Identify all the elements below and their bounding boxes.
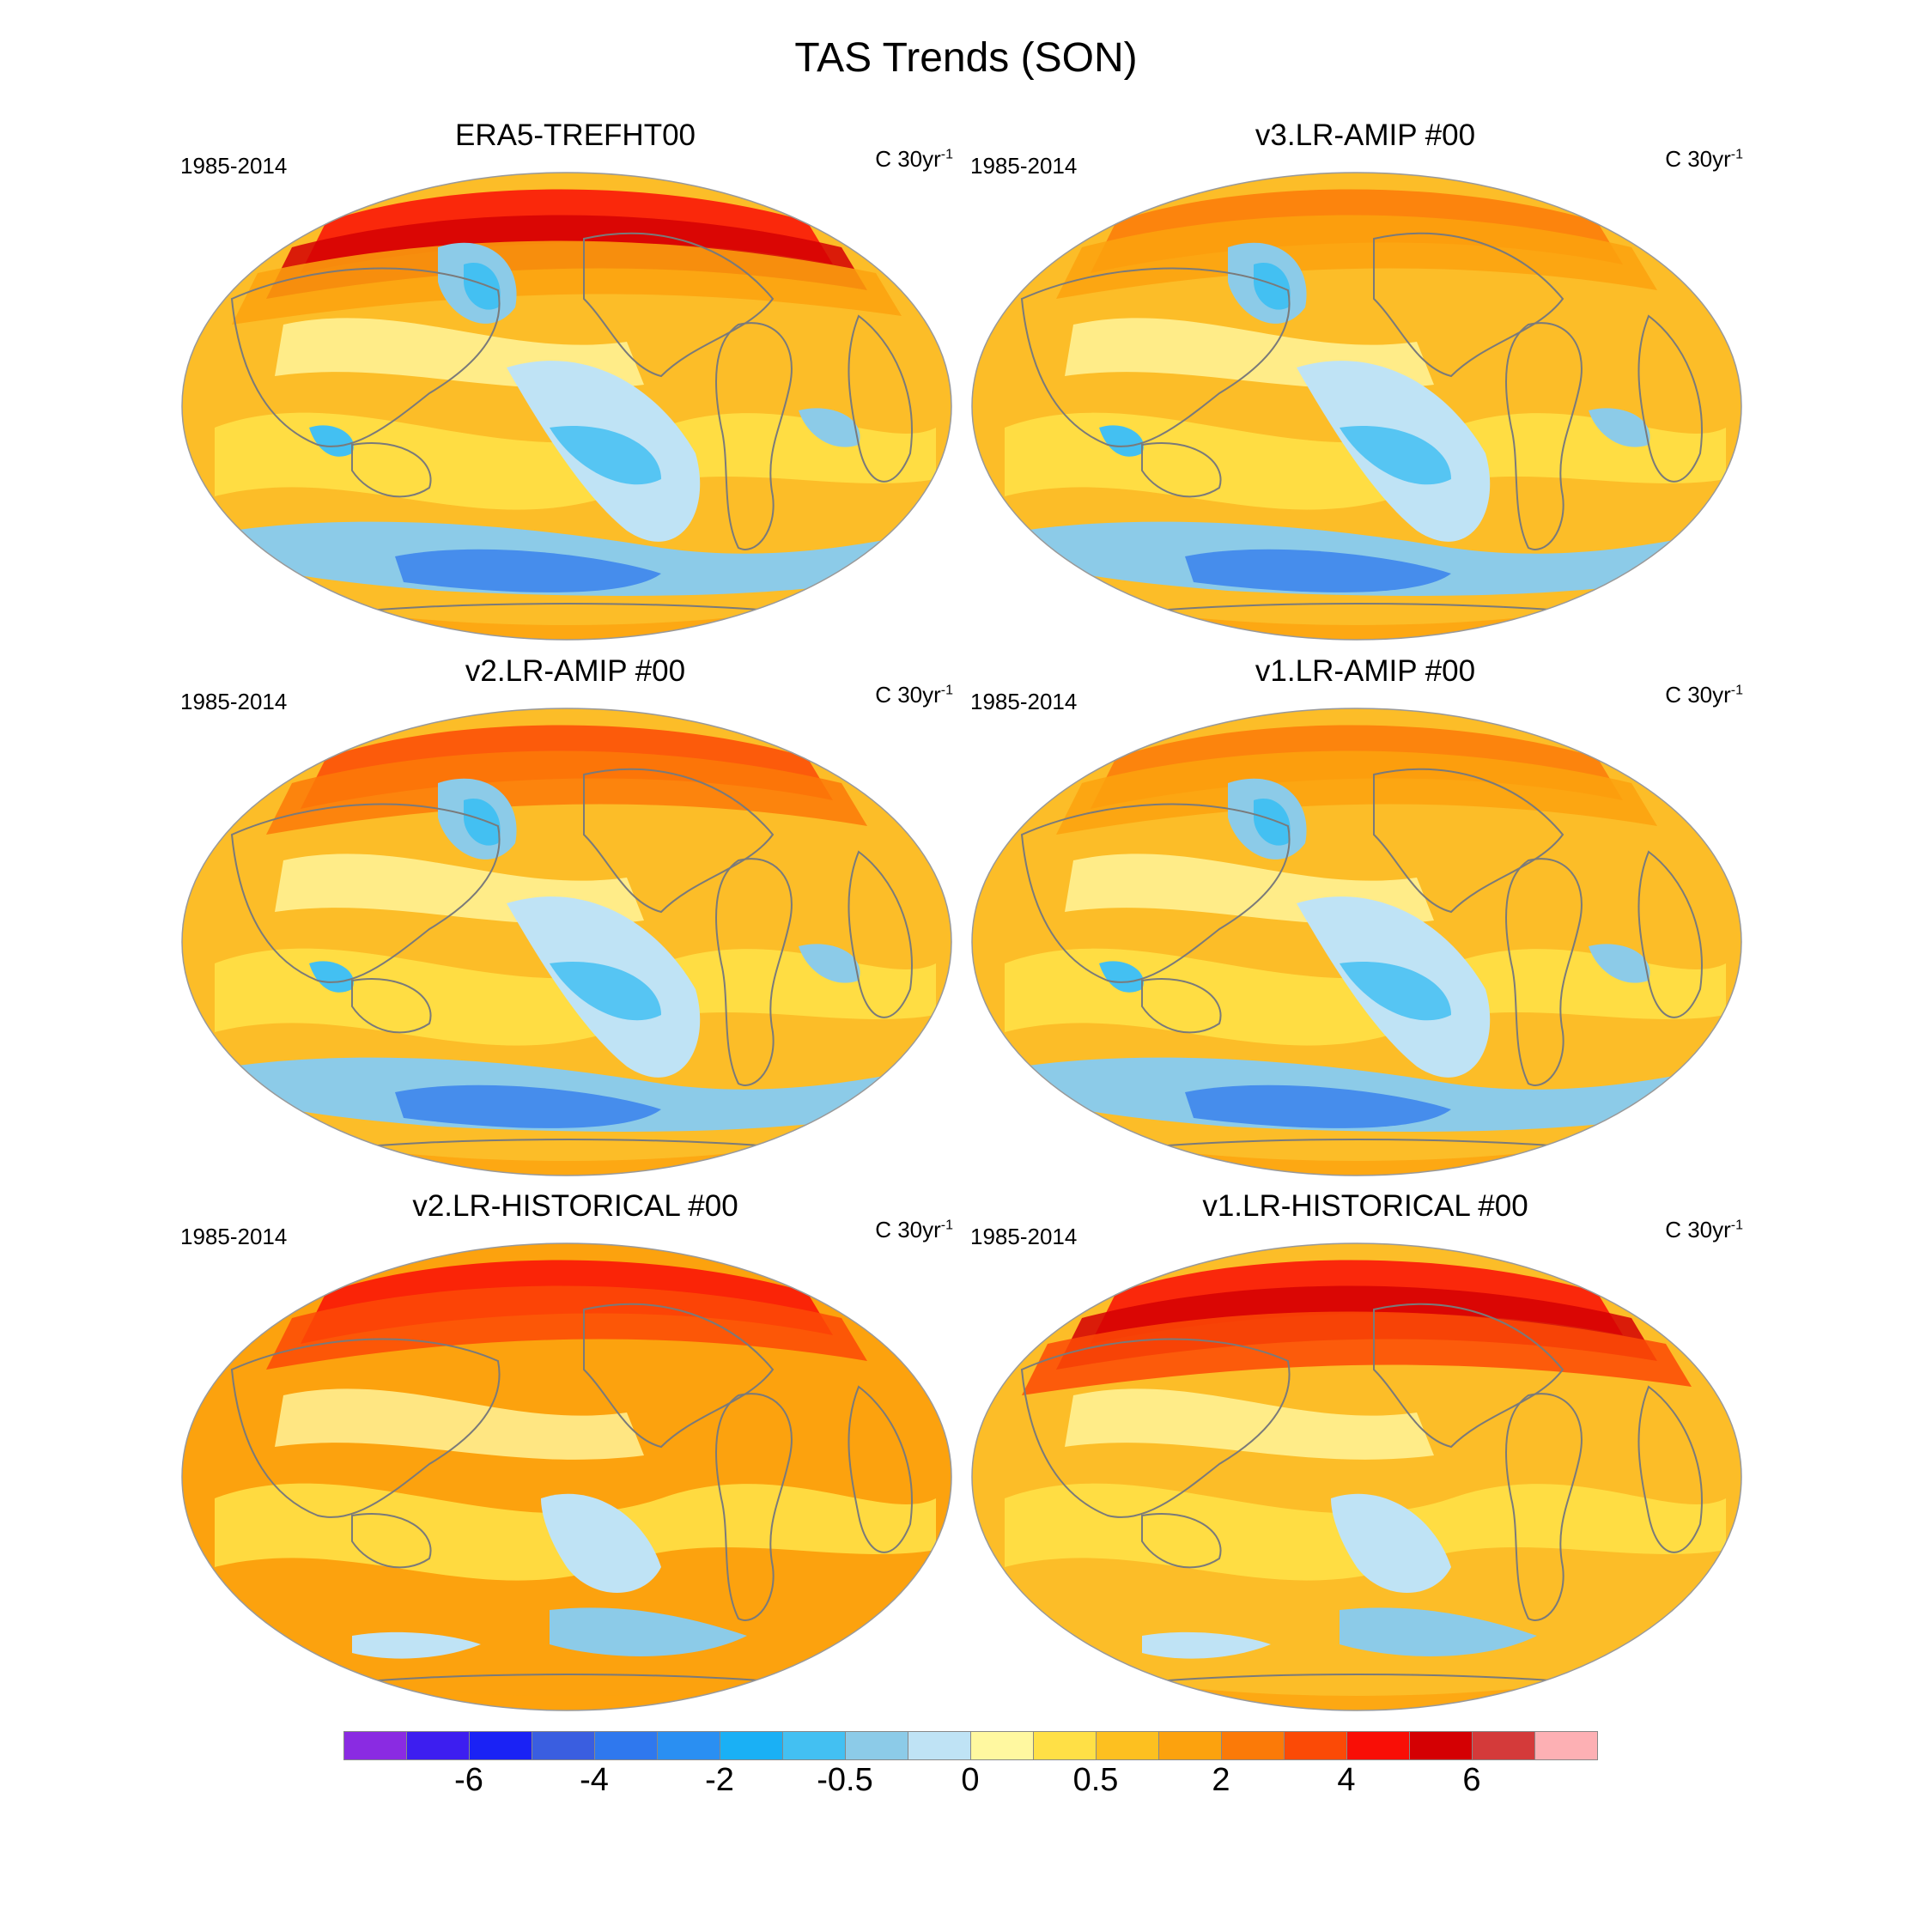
- map-panel: v3.LR-AMIP #00 1985-2014 C 30yr-1: [970, 118, 1760, 642]
- trend-map: [181, 172, 952, 641]
- colorbar-box: [1346, 1731, 1410, 1760]
- panel-period: 1985-2014: [970, 689, 1078, 714]
- colorbar-label: 2: [1212, 1762, 1230, 1798]
- colorbar-label: 4: [1337, 1762, 1356, 1798]
- colorbar-box: [1472, 1731, 1535, 1760]
- colorbar-label: 0: [961, 1762, 980, 1798]
- colorbar-label: -0.5: [817, 1762, 873, 1798]
- colorbar-label: -6: [454, 1762, 483, 1798]
- units-text: C 30yr: [1665, 146, 1731, 172]
- trend-map: [181, 708, 952, 1176]
- units-text: C 30yr: [1665, 1217, 1731, 1242]
- panel-title: v1.LR-AMIP #00: [1255, 654, 1476, 688]
- colorbar-box: [1158, 1731, 1222, 1760]
- units-exponent: -1: [1730, 683, 1743, 698]
- map-panel: v1.LR-AMIP #00 1985-2014 C 30yr-1: [970, 654, 1760, 1178]
- colorbar-box: [1096, 1731, 1159, 1760]
- figure-title: TAS Trends (SON): [794, 35, 1138, 81]
- colorbar-box: [720, 1731, 783, 1760]
- units-exponent: -1: [940, 683, 953, 698]
- panel-period: 1985-2014: [180, 153, 288, 179]
- colorbar-box: [406, 1731, 470, 1760]
- colorbar-box: [908, 1731, 971, 1760]
- colorbar-box: [1221, 1731, 1285, 1760]
- panel-units: C 30yr-1: [1665, 1217, 1743, 1243]
- units-text: C 30yr: [875, 146, 941, 172]
- units-exponent: -1: [940, 1218, 953, 1233]
- colorbar-box: [782, 1731, 846, 1760]
- panel-period: 1985-2014: [180, 689, 288, 714]
- colorbar-box: [1409, 1731, 1473, 1760]
- colorbar-box: [970, 1731, 1034, 1760]
- units-exponent: -1: [1730, 1218, 1743, 1233]
- colorbar: [343, 1731, 1598, 1760]
- panel-period: 1985-2014: [970, 153, 1078, 179]
- colorbar-box: [343, 1731, 407, 1760]
- units-text: C 30yr: [875, 682, 941, 708]
- colorbar-box: [1033, 1731, 1097, 1760]
- trend-map: [181, 1242, 952, 1711]
- panel-units: C 30yr-1: [1665, 682, 1743, 708]
- trend-map: [971, 1242, 1742, 1711]
- map-panel: v1.LR-HISTORICAL #00 1985-2014 C 30yr-1: [970, 1189, 1760, 1713]
- colorbar-box: [845, 1731, 908, 1760]
- units-text: C 30yr: [875, 1217, 941, 1242]
- panel-title: v1.LR-HISTORICAL #00: [1202, 1189, 1528, 1223]
- map-panel: ERA5-TREFHT00 1985-2014 C 30yr-1: [180, 118, 970, 642]
- colorbar-label: 0.5: [1072, 1762, 1119, 1798]
- colorbar-label: 6: [1462, 1762, 1481, 1798]
- panel-title: ERA5-TREFHT00: [454, 118, 696, 152]
- panel-units: C 30yr-1: [875, 1217, 953, 1243]
- trend-map: [971, 708, 1742, 1176]
- units-exponent: -1: [1730, 147, 1743, 162]
- panel-period: 1985-2014: [180, 1224, 288, 1249]
- panel-units: C 30yr-1: [875, 146, 953, 173]
- panel-title: v3.LR-AMIP #00: [1255, 118, 1476, 152]
- trend-map: [971, 172, 1742, 641]
- colorbar-box: [1284, 1731, 1347, 1760]
- panel-units: C 30yr-1: [1665, 146, 1743, 173]
- colorbar-box: [532, 1731, 595, 1760]
- colorbar-label: -4: [580, 1762, 609, 1798]
- map-panel: v2.LR-HISTORICAL #00 1985-2014 C 30yr-1: [180, 1189, 970, 1713]
- colorbar-box: [469, 1731, 532, 1760]
- colorbar-box: [657, 1731, 720, 1760]
- panel-units: C 30yr-1: [875, 682, 953, 708]
- colorbar-box: [594, 1731, 658, 1760]
- panel-title: v2.LR-AMIP #00: [465, 654, 686, 688]
- panel-period: 1985-2014: [970, 1224, 1078, 1249]
- units-exponent: -1: [940, 147, 953, 162]
- map-panel: v2.LR-AMIP #00 1985-2014 C 30yr-1: [180, 654, 970, 1178]
- panel-title: v2.LR-HISTORICAL #00: [412, 1189, 738, 1223]
- units-text: C 30yr: [1665, 682, 1731, 708]
- colorbar-box: [1534, 1731, 1598, 1760]
- colorbar-label: -2: [705, 1762, 734, 1798]
